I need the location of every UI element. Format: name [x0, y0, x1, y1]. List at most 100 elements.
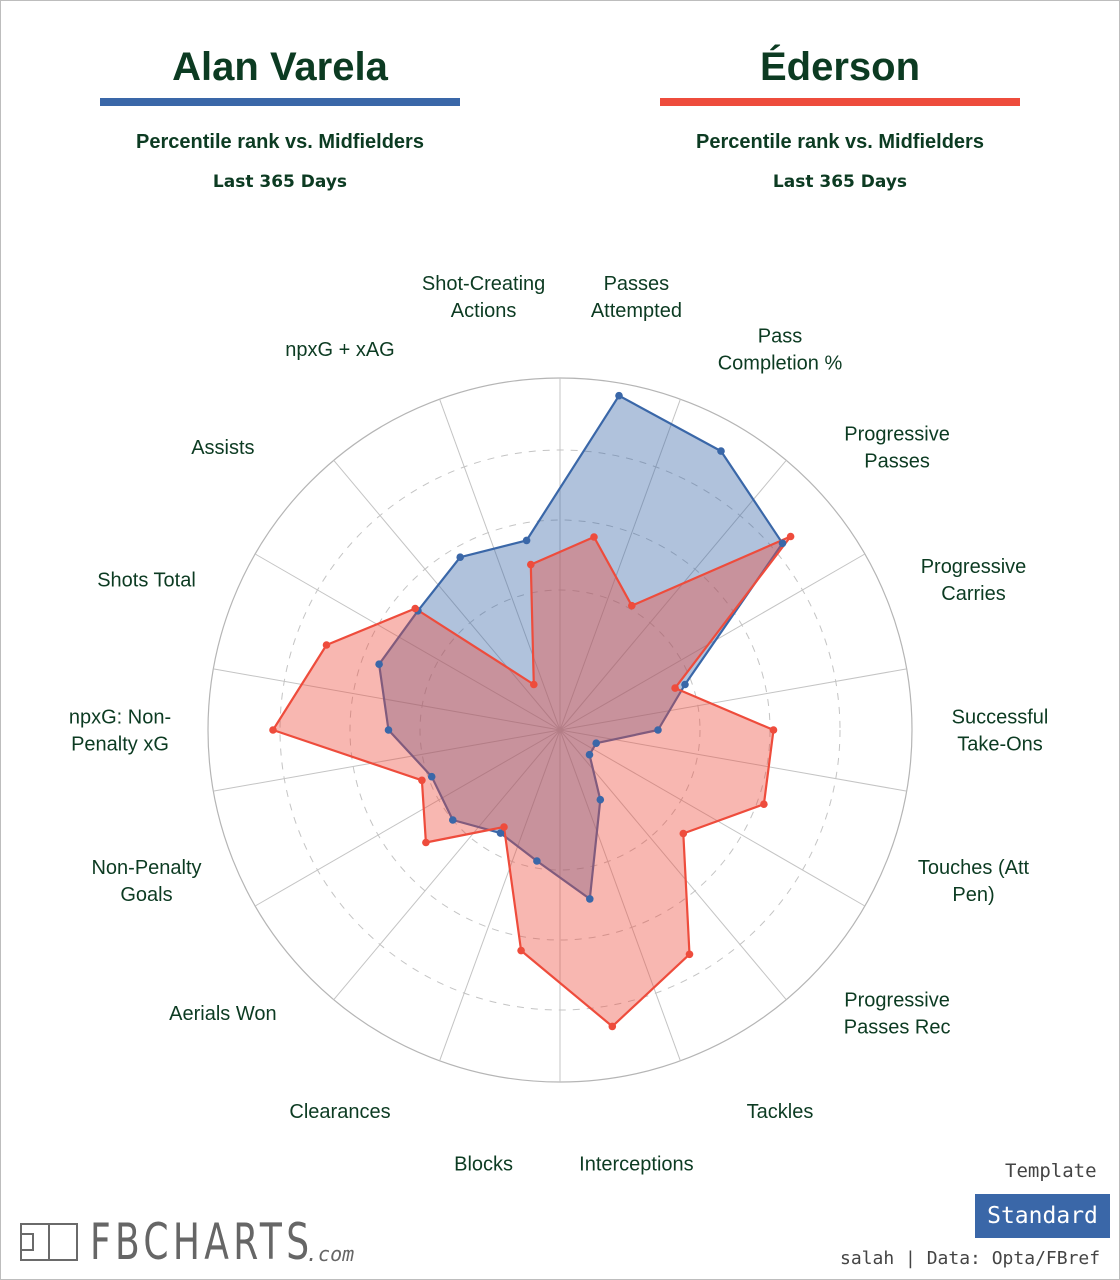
axis-label-7-line-1: Progressive	[844, 989, 950, 1011]
axis-label-14: npxG: Non- Penalty xG	[69, 707, 171, 756]
radar-spoke-15	[213, 668, 561, 731]
axis-label-13: Non-Penalty Goals	[91, 857, 201, 906]
player-one-period: Last 365 Days	[212, 172, 348, 192]
series-1-point-7	[585, 750, 594, 759]
axis-label-17: npxG + xAG	[285, 339, 395, 361]
series-1-point-13	[427, 772, 436, 781]
axis-label-11-line-1: Clearances	[289, 1101, 390, 1123]
axis-label-6: Touches (Att Pen)	[918, 857, 1030, 906]
series-2-point-13	[418, 776, 426, 785]
axis-label-18-line-1: Shot-Creating	[422, 273, 545, 295]
axis-label-18: Shot-Creating Actions	[422, 273, 545, 322]
radar-spoke-3	[559, 460, 787, 731]
axis-label-9: Interceptions	[579, 1153, 694, 1175]
radar-spoke-7	[559, 729, 866, 907]
series-1-point-6	[592, 739, 600, 747]
axis-label-10: Blocks	[454, 1153, 513, 1175]
radar-spoke-12	[333, 729, 561, 1000]
series-2-point-8	[685, 950, 694, 959]
axis-label-3-line-2: Passes	[864, 451, 930, 473]
axis-label-16: Assists	[191, 437, 254, 459]
radar-spoke-18	[439, 399, 561, 731]
radar-spoke-6	[559, 729, 907, 792]
axis-label-3-line-1: Progressive	[844, 424, 950, 446]
radar-spoke-8	[559, 729, 787, 1000]
axis-label-1-line-1: Passes	[604, 273, 670, 295]
axis-label-11: Clearances	[289, 1101, 390, 1123]
axis-label-13-line-2: Goals	[120, 884, 172, 906]
series-1-point-9	[586, 895, 594, 903]
axis-label-1-line-2: Attempted	[591, 300, 682, 322]
axis-label-17-line-1: npxG + xAG	[285, 339, 395, 361]
player-two-header: Éderson Percentile rank vs. Midfielders …	[660, 40, 1020, 192]
radar-spoke-9	[559, 729, 681, 1061]
series-2-point-1	[590, 533, 598, 541]
radar-spoke-5	[559, 668, 907, 731]
axis-label-16-line-1: Assists	[191, 437, 254, 459]
axis-label-15: Shots Total	[97, 570, 196, 592]
axis-label-13-line-1: Non-Penalty	[91, 857, 201, 879]
pitch-icon	[20, 1223, 78, 1261]
series-2-point-7	[679, 829, 688, 838]
series-2-point-17	[530, 680, 538, 689]
series-1-point-11	[496, 829, 505, 837]
data-credit: salah | Data: Opta/FBref	[840, 1248, 1101, 1269]
series-2-point-4	[671, 684, 679, 692]
radar-spoke-17	[333, 460, 561, 731]
series-1-point-4	[681, 680, 689, 689]
axis-label-4-line-1: Progressive	[921, 556, 1027, 578]
player-two-color-bar	[660, 98, 1020, 106]
series-1-point-18	[522, 536, 531, 545]
brand-suffix: .com	[306, 1242, 355, 1266]
player-one-header: Alan Varela Percentile rank vs. Midfield…	[100, 40, 460, 192]
series-2-point-9	[608, 1022, 617, 1031]
axis-label-15-line-1: Shots Total	[97, 570, 196, 592]
series-1-point-1	[615, 391, 623, 400]
template-standard-button[interactable]: Standard	[975, 1194, 1110, 1238]
series-1-point-15	[375, 660, 383, 668]
axis-label-10-line-1: Blocks	[454, 1153, 513, 1175]
series-1-point-12	[449, 816, 457, 824]
series-2-point-5	[769, 726, 778, 734]
series-2-point-2	[628, 601, 636, 610]
series-1-point-17	[456, 553, 465, 561]
axis-label-5: Successful Take-Ons	[952, 707, 1049, 756]
axis-label-1: Passes Attempted	[591, 273, 682, 322]
player-one-color-bar	[100, 98, 460, 106]
axis-label-3: Progressive Passes	[844, 424, 950, 473]
axis-label-2: Pass Completion %	[718, 325, 843, 374]
axis-label-7-line-2: Passes Rec	[844, 1016, 951, 1038]
axis-label-12-line-1: Aerials Won	[169, 1003, 276, 1025]
series-1-point-10	[533, 857, 541, 865]
radar-spoke-13	[254, 729, 561, 907]
radar-spoke-16	[254, 553, 561, 731]
brand-name: FBCHARTS	[90, 1213, 314, 1271]
template-label: Template	[1005, 1160, 1097, 1182]
series-1-point-5	[654, 726, 662, 734]
series-2-point-18	[527, 560, 535, 569]
series-2-point-10	[517, 946, 525, 955]
axis-label-14-line-1: npxG: Non-	[69, 707, 171, 729]
radar-spoke-4	[559, 553, 866, 731]
radar-spoke-14	[213, 729, 561, 792]
axis-label-6-line-2: Pen)	[952, 884, 994, 906]
axis-label-4: Progressive Carries	[921, 556, 1027, 605]
player-two-subtitle: Percentile rank vs. Midfielders	[696, 131, 984, 153]
axis-label-12: Aerials Won	[169, 1003, 276, 1025]
player-one-subtitle: Percentile rank vs. Midfielders	[136, 131, 424, 153]
axis-label-5-line-1: Successful	[952, 707, 1049, 729]
player-one-name: Alan Varela	[172, 45, 388, 89]
series-2-point-11	[500, 823, 508, 831]
player-two-name: Éderson	[759, 45, 921, 89]
radar-spoke-11	[439, 729, 561, 1061]
axis-label-14-line-2: Penalty xG	[71, 734, 169, 756]
axis-label-18-line-2: Actions	[451, 300, 517, 322]
series-1-point-2	[717, 447, 725, 455]
axis-label-7: Progressive Passes Rec	[844, 989, 951, 1038]
series-1-point-14	[384, 726, 393, 734]
axis-label-9-line-1: Interceptions	[579, 1153, 694, 1175]
series-1-point-3	[778, 539, 787, 548]
brand-logo: FBCHARTS	[20, 1212, 400, 1272]
radar-spoke-2	[559, 399, 681, 731]
